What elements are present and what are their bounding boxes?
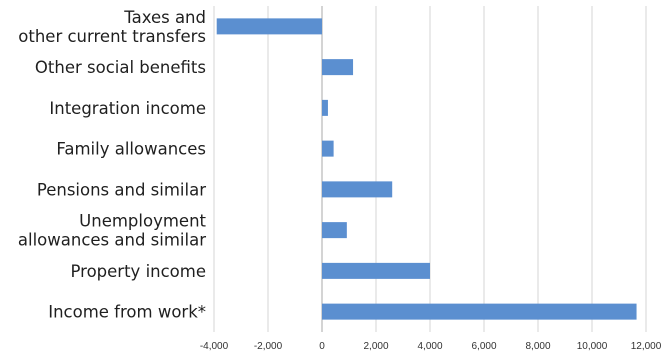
category-label-4: Pensions and similar [37,180,206,199]
bars [216,18,637,320]
bar-3 [322,140,334,157]
category-label-0: Taxes and other current transfers [18,8,206,46]
x-tick-label-6: 8,000 [525,341,550,352]
bar-2 [322,99,328,116]
x-tick-label-8: 12,000 [631,341,662,352]
category-label-5: Unemployment allowances and similar [18,212,207,250]
category-label-7: Income from work* [48,303,206,322]
bar-7 [322,303,637,320]
x-tick-label-7: 10,000 [577,341,608,352]
x-tick-label-2: 0 [319,341,325,352]
gridlines [213,6,647,332]
x-tick-label-0: -4,000 [200,341,229,352]
category-label-2: Integration income [49,99,206,118]
x-tick-label-3: 2,000 [363,341,388,352]
bar-0 [216,18,322,35]
x-tick-label-1: -2,000 [254,341,283,352]
bar-1 [322,59,354,76]
x-tick-label-5: 6,000 [471,341,496,352]
category-label-6: Property income [71,262,207,281]
x-tick-label-4: 4,000 [417,341,442,352]
category-labels: Taxes and other current transfers Other so… [18,8,207,322]
bar-5 [322,222,347,239]
category-label-1: Other social benefits [35,58,206,77]
bar-4 [322,181,393,198]
x-tick-labels: -4,000 -2,000 0 2,000 4,000 6,000 8,000 10,000 1… [200,341,662,352]
bar-6 [322,262,430,279]
category-label-3: Family allowances [56,140,206,159]
